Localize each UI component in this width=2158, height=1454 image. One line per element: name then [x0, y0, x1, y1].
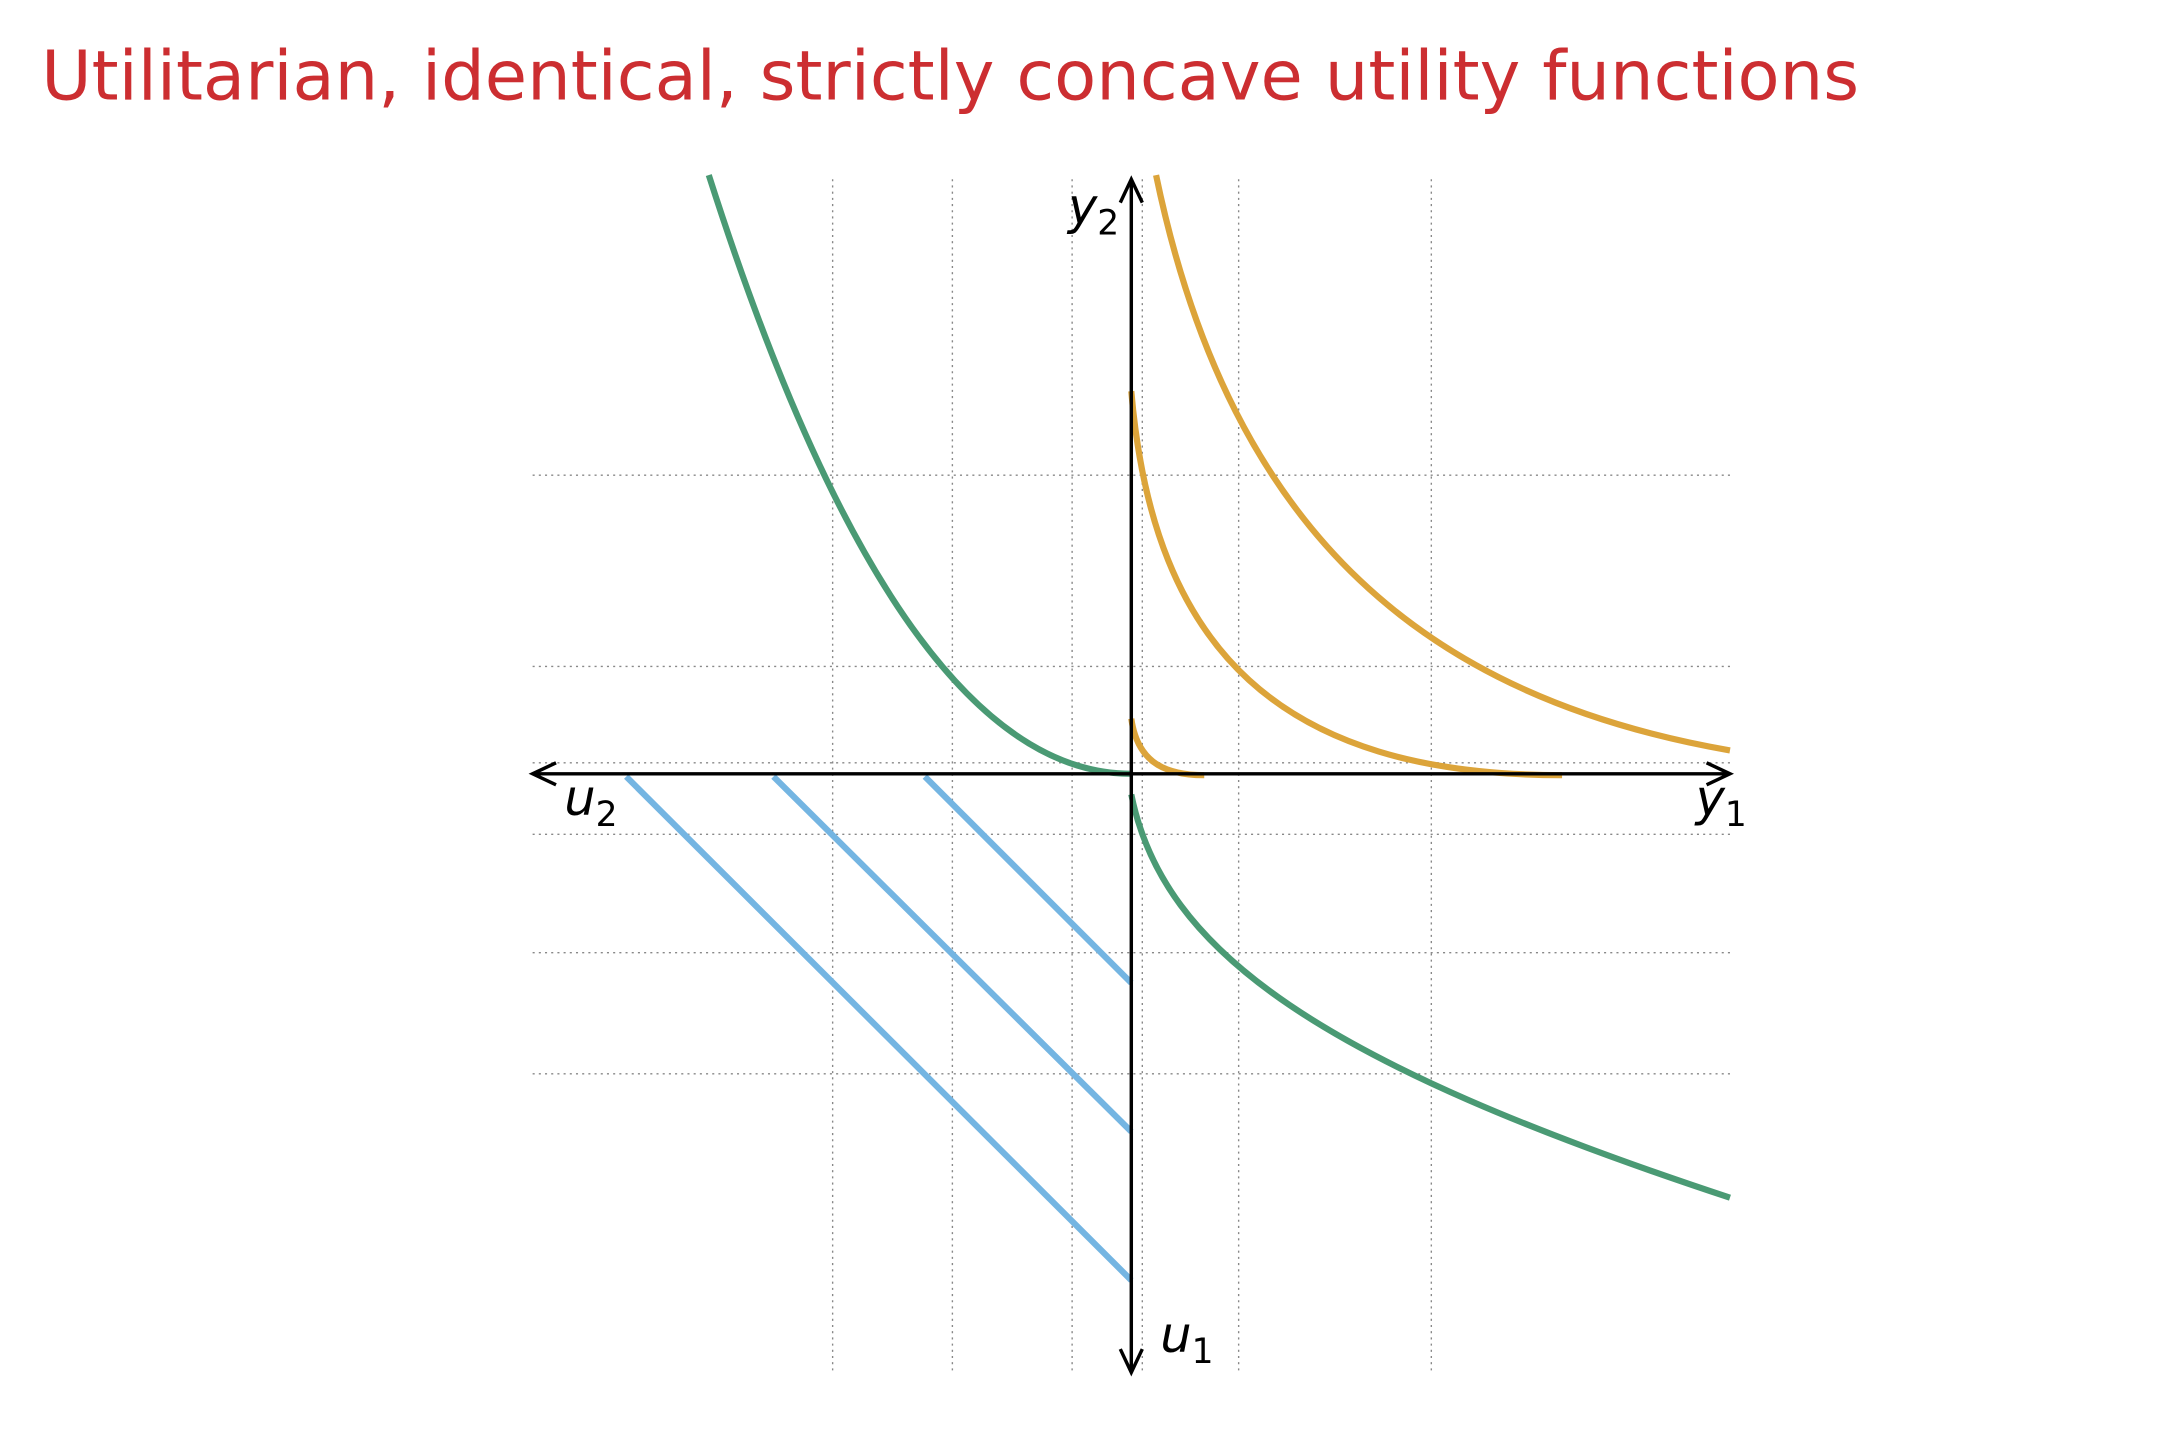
green-curve — [1128, 793, 1731, 1201]
label-sub: 1 — [1192, 1332, 1214, 1372]
axis-label-right: y1 — [1694, 769, 1747, 835]
label-sub: 2 — [1097, 203, 1119, 243]
blue-line — [922, 774, 1134, 986]
curves — [624, 174, 1731, 1283]
arrow-down — [1118, 1348, 1144, 1377]
label-sub: 1 — [1725, 795, 1747, 835]
axis-label-bottom: u1 — [1160, 1306, 1213, 1372]
arrow-up — [1118, 175, 1144, 204]
green-curve — [705, 174, 1132, 777]
orange-curve — [1128, 390, 1563, 779]
label-base: y — [1694, 769, 1726, 827]
axis-label-left: u2 — [564, 769, 617, 835]
blue-line — [771, 774, 1134, 1134]
grid — [532, 179, 1730, 1373]
orange-curve — [1128, 718, 1205, 779]
axis-label-top: y2 — [1066, 177, 1119, 243]
label-sub: 2 — [596, 795, 618, 835]
label-base: u — [1160, 1306, 1191, 1364]
arrow-left — [528, 761, 557, 787]
blue-line — [624, 774, 1134, 1283]
label-base: y — [1066, 177, 1098, 235]
orange-curve — [1153, 174, 1731, 754]
label-base: u — [564, 769, 595, 827]
arrow-right — [1705, 761, 1735, 787]
slide-title: Utilitarian, identical, strictly concave… — [41, 36, 1859, 116]
axes — [528, 175, 1735, 1377]
